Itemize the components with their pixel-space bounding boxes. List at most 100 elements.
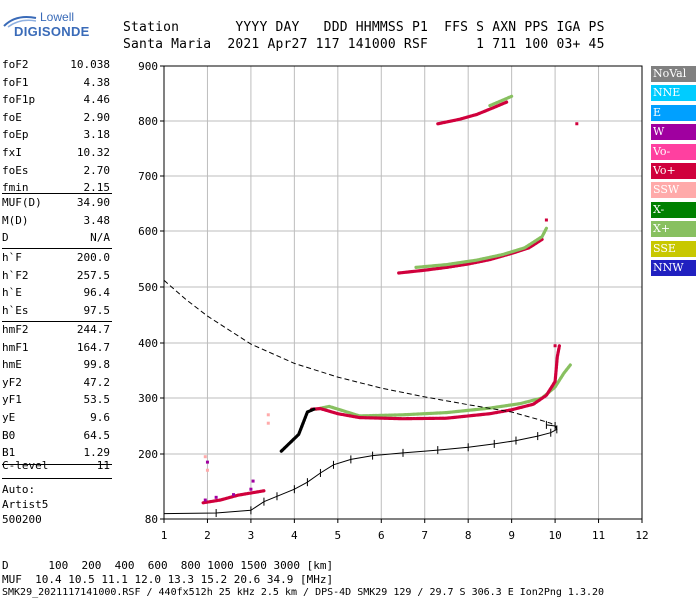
echo-point: [214, 495, 218, 499]
param-name: hmE: [2, 358, 22, 372]
param-value: 64.5: [83, 428, 111, 442]
param-value: 11: [96, 459, 110, 472]
echo-point: [544, 218, 548, 222]
x-tick-label: 2: [204, 529, 211, 542]
param-name: foF1: [2, 75, 29, 89]
legend-item: NoVal: [651, 66, 696, 82]
x-tick-label: 6: [378, 529, 385, 542]
param-value: 53.5: [83, 393, 111, 407]
param-row: hmF2 244.7: [2, 323, 110, 341]
param-name: M(D): [2, 213, 29, 227]
autoscaling-info: Auto: Artist5 500200: [2, 483, 110, 528]
param-value: 2.90: [83, 110, 111, 124]
param-group-confidence: C-level 11: [2, 459, 110, 477]
footer-distance-row: D 100 200 400 600 800 1000 1500 3000 [km…: [2, 559, 334, 572]
y-tick-label: 200: [138, 448, 158, 461]
y-tick-label: 500: [138, 281, 158, 294]
param-row: h`F 200.0: [2, 251, 110, 269]
legend-item: NNW: [651, 259, 696, 276]
legend-item: W: [651, 124, 696, 141]
lowell-digisonde-logo: Lowell DIGISONDE: [2, 8, 120, 48]
x-tick-label: 5: [335, 529, 342, 542]
legend-item: X+: [651, 221, 696, 238]
param-name: B0: [2, 428, 16, 442]
legend-item: X-: [651, 201, 696, 218]
param-value: 47.2: [83, 375, 111, 389]
param-value: 10.038: [70, 58, 110, 71]
param-name: C-level: [2, 459, 49, 472]
legend-item: E: [651, 104, 696, 121]
echo-point: [251, 479, 255, 483]
echo-trace: [314, 363, 572, 418]
param-row: hmE 99.8: [2, 358, 110, 376]
param-row: h`Es 97.5: [2, 304, 110, 322]
separator: [2, 321, 112, 322]
param-name: foEp: [2, 128, 29, 142]
y-tick-label: 800: [138, 115, 158, 128]
separator: [2, 478, 112, 479]
x-tick-label: 9: [508, 529, 515, 542]
param-row: foF1 4.38: [2, 76, 110, 94]
x-tick-label: 1: [161, 529, 168, 542]
parameter-panel: foF2 10.038 foF1 4.38 foF1p 4.46 foE 2.90 foEp 3.…: [2, 58, 112, 526]
param-name: h`Es: [2, 303, 29, 317]
y-tick-label: 600: [138, 225, 158, 238]
param-name: foF1p: [2, 93, 36, 107]
param-row: foEp 3.18: [2, 128, 110, 146]
param-value: 9.6: [90, 410, 110, 424]
legend-item: NNE: [651, 85, 696, 102]
param-group-critical-frequencies: foF2 10.038 foF1 4.38 foF1p 4.46 foE 2.90 foEp 3.…: [2, 58, 110, 199]
echo-trace: [201, 489, 266, 505]
x-tick-label: 4: [291, 529, 298, 542]
param-name: fmin: [2, 181, 29, 195]
legend-item: SSW: [651, 182, 696, 199]
echo-point: [203, 455, 207, 459]
logo-swoosh-icon: [3, 16, 37, 28]
param-name: fxI: [2, 145, 22, 159]
echo-trace: [436, 100, 509, 126]
param-value: 97.5: [83, 303, 111, 317]
param-name: hmF1: [2, 340, 29, 354]
param-group-profile: hmF2 244.7 hmF1 164.7 hmE 99.8 yF2 47.2 yF1 53.5 y…: [2, 323, 110, 464]
param-row: foF2 10.038: [2, 58, 110, 76]
param-row: h`F2 257.5: [2, 269, 110, 287]
y-tick-label: 900: [138, 60, 158, 73]
param-name: foE: [2, 110, 22, 124]
param-value: 257.5: [76, 268, 110, 282]
header-values: Santa Maria 2021 Apr27 117 141000 RSF 1 …: [123, 37, 605, 52]
param-value: 99.8: [83, 358, 111, 372]
echo-point: [205, 460, 209, 464]
param-row: B0 64.5: [2, 429, 110, 447]
param-value: 10.32: [76, 145, 110, 159]
param-value: 2.15: [83, 181, 111, 195]
polarization-legend: NoVal NNE E W Vo- Vo+ SSW X- X+ SSE NNW: [651, 66, 696, 279]
legend-item: Vo-: [651, 143, 696, 160]
echo-trace: [279, 407, 316, 453]
param-name: yE: [2, 410, 16, 424]
echo-trace: [414, 226, 548, 269]
echo-point: [266, 413, 270, 417]
param-value: 1.29: [83, 446, 111, 460]
param-row: foF1p 4.46: [2, 93, 110, 111]
param-value: 34.90: [76, 196, 110, 209]
logo-line1: Lowell: [40, 10, 75, 24]
param-row: D N/A: [2, 231, 110, 249]
separator: [2, 464, 112, 465]
param-name: MUF(D): [2, 196, 42, 209]
param-row: B1 1.29: [2, 446, 110, 464]
param-value: 4.38: [83, 75, 111, 89]
param-value: 244.7: [76, 323, 110, 336]
param-value: 2.70: [83, 163, 111, 177]
echo-trace: [488, 94, 514, 108]
x-tick-label: 3: [248, 529, 255, 542]
y-tick-label: 700: [138, 170, 158, 183]
footer-muf-row: MUF 10.4 10.5 11.1 12.0 13.3 15.2 20.6 3…: [2, 573, 334, 586]
param-row: yE 9.6: [2, 411, 110, 429]
param-name: hmF2: [2, 323, 29, 336]
param-row: yF1 53.5: [2, 393, 110, 411]
y-tick-label: 80: [145, 513, 158, 526]
param-value: 96.4: [83, 286, 111, 300]
echo-point: [575, 122, 579, 126]
echo-point: [232, 493, 236, 497]
